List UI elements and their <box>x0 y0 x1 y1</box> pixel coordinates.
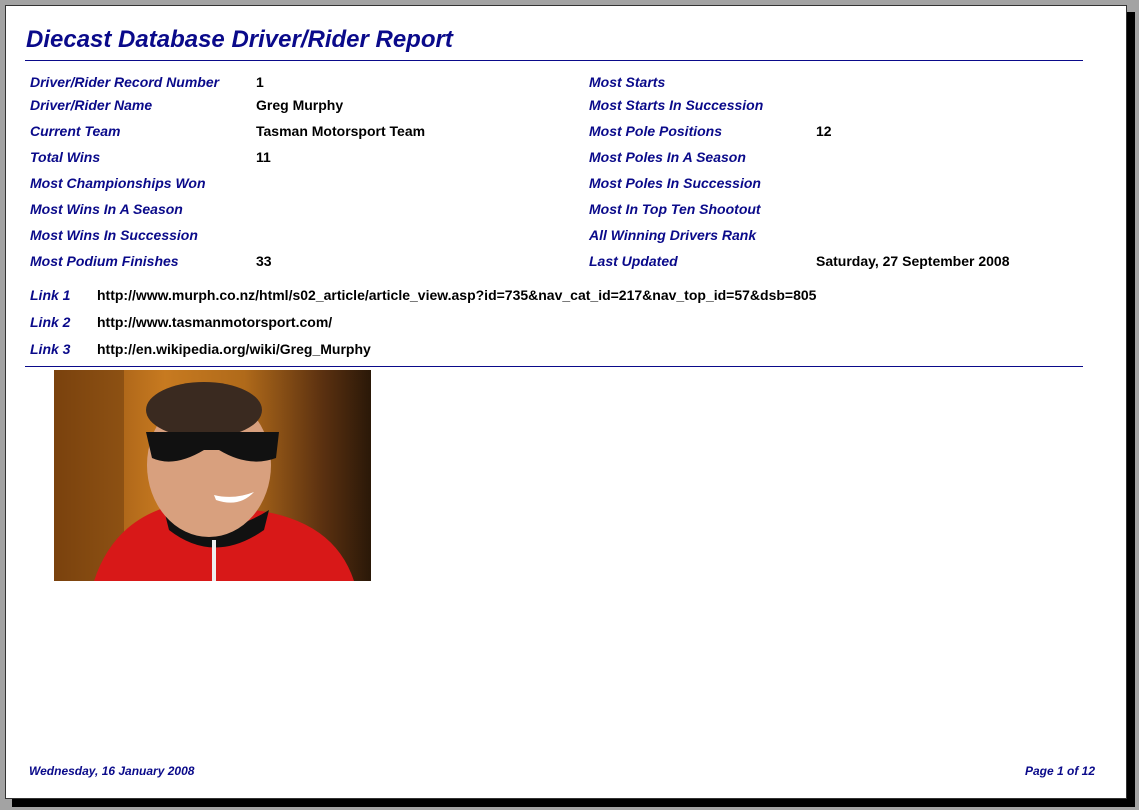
field-label: Total Wins <box>30 149 101 165</box>
field-value: 1 <box>256 74 264 90</box>
driver-photo <box>54 370 371 581</box>
footer-page-number: Page 1 of 12 <box>1024 764 1095 778</box>
field-label: Most Starts <box>589 74 666 90</box>
field-label: Driver/Rider Name <box>30 97 153 113</box>
link-url: http://www.murph.co.nz/html/s02_article/… <box>97 287 817 303</box>
field-label: Most Podium Finishes <box>30 253 179 269</box>
link-url: http://www.tasmanmotorsport.com/ <box>97 314 333 330</box>
field-label: Most In Top Ten Shootout <box>589 201 761 217</box>
field-value: Greg Murphy <box>256 97 344 113</box>
field-label: Current Team <box>30 123 121 139</box>
footer-date: Wednesday, 16 January 2008 <box>29 764 195 778</box>
field-label: Most Pole Positions <box>589 123 723 139</box>
field-label: Driver/Rider Record Number <box>30 74 220 90</box>
field-label: Most Championships Won <box>30 175 206 191</box>
link-label: Link 2 <box>30 314 71 330</box>
field-label: All Winning Drivers Rank <box>589 227 757 243</box>
field-value: 12 <box>816 123 832 139</box>
field-label: Most Poles In Succession <box>589 175 761 191</box>
field-label: Last Updated <box>589 253 678 269</box>
link-label: Link 1 <box>30 287 71 303</box>
report-page: Diecast Database Driver/Rider Report Dri… <box>5 5 1127 799</box>
links-divider <box>25 366 1083 367</box>
header-divider <box>25 60 1083 61</box>
field-value: Saturday, 27 September 2008 <box>816 253 1010 269</box>
field-value: 11 <box>256 149 271 165</box>
link-label: Link 3 <box>30 341 71 357</box>
link-url: http://en.wikipedia.org/wiki/Greg_Murphy <box>97 341 371 357</box>
field-value: Tasman Motorsport Team <box>256 123 426 139</box>
field-label: Most Wins In A Season <box>30 201 183 217</box>
field-value: 33 <box>256 253 272 269</box>
report-title: Diecast Database Driver/Rider Report <box>26 26 453 53</box>
field-label: Most Starts In Succession <box>589 97 764 113</box>
field-label: Most Wins In Succession <box>30 227 198 243</box>
field-label: Most Poles In A Season <box>589 149 746 165</box>
